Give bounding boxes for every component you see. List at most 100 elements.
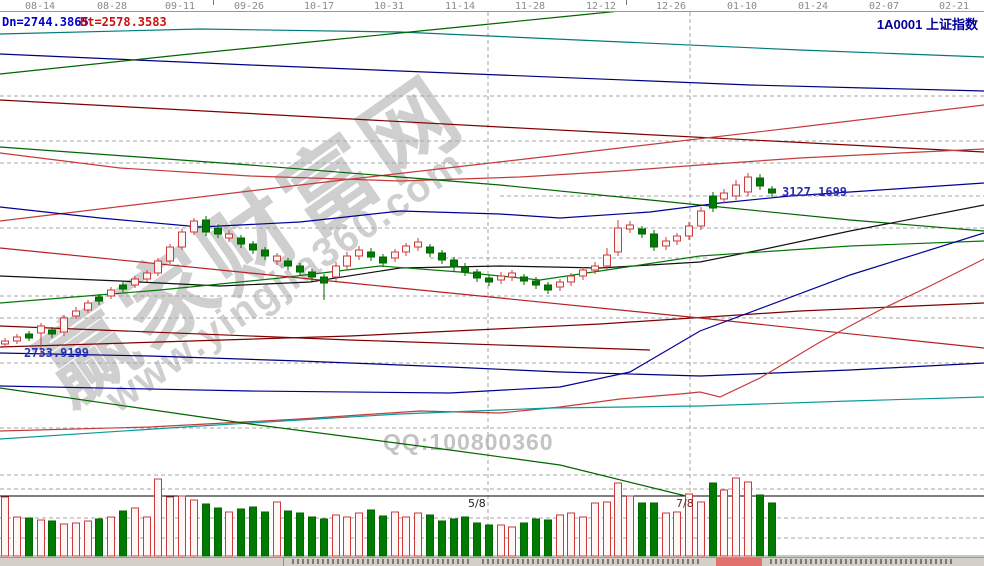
candle-body xyxy=(249,243,257,251)
volume-bar xyxy=(626,495,634,557)
candlesticks xyxy=(1,173,776,357)
green-ma xyxy=(0,240,984,304)
volume-bar xyxy=(567,512,575,557)
volume-bar xyxy=(48,520,56,557)
volume-bar xyxy=(154,478,162,557)
teal-top-ma xyxy=(0,28,984,58)
date-tick-label: 02-21 xyxy=(938,1,970,12)
navy-top-line xyxy=(0,53,984,92)
candle-body xyxy=(473,271,481,279)
candle-body xyxy=(60,317,68,333)
volume-bar xyxy=(296,512,304,557)
status-red-badge xyxy=(716,558,762,566)
candle-body xyxy=(603,254,611,267)
candle-body xyxy=(284,260,292,267)
candle-body xyxy=(544,284,552,291)
volume-bar xyxy=(768,502,776,557)
candle-body xyxy=(508,272,516,278)
green-long-trend xyxy=(0,387,691,498)
volume-bar xyxy=(638,502,646,557)
candle-body xyxy=(166,246,174,262)
volume-bar xyxy=(13,516,21,557)
status-text-clipped xyxy=(482,559,702,564)
volume-bar xyxy=(744,481,752,557)
candle-body xyxy=(379,256,387,264)
status-text-clipped xyxy=(292,559,472,564)
date-tick-label: 10-31 xyxy=(373,1,405,12)
volume-bar xyxy=(1,496,9,557)
candle-body xyxy=(13,336,21,342)
date-tick-label: 01-10 xyxy=(726,1,758,12)
candle-body xyxy=(72,310,80,317)
volume-bar xyxy=(579,516,587,557)
candle-body xyxy=(638,228,646,235)
latest-price-label: 3127.1699 xyxy=(782,185,848,199)
candle-body xyxy=(332,265,340,278)
volume-bar xyxy=(614,482,622,557)
volume-bar xyxy=(95,518,103,557)
candle-body xyxy=(485,277,493,283)
status-text-clipped xyxy=(770,559,955,564)
candle-body xyxy=(1,340,9,345)
candle-body xyxy=(273,255,281,262)
status-bar-left-panel xyxy=(0,558,284,566)
trendlines-and-mas xyxy=(0,1,984,498)
crimson-lower-ma xyxy=(0,258,984,432)
volume-bar xyxy=(473,522,481,557)
volume-bar xyxy=(214,507,222,557)
candle-body xyxy=(497,275,505,281)
candle-body xyxy=(591,265,599,271)
candle-body xyxy=(131,278,139,286)
candle-body xyxy=(190,220,198,233)
maroon-short-trend xyxy=(0,325,651,351)
axis-tick-mark xyxy=(213,0,214,5)
green-rising-trend xyxy=(0,1,701,75)
candle-body xyxy=(367,251,375,258)
volume-bar xyxy=(426,514,434,557)
volume-bar xyxy=(461,516,469,557)
candle-body xyxy=(225,233,233,239)
candle-body xyxy=(756,177,764,187)
red-falling-trend xyxy=(0,247,984,349)
navy-fast-ma xyxy=(0,232,984,394)
gridlines-vertical xyxy=(487,12,691,556)
candle-body xyxy=(579,269,587,277)
volume-bar xyxy=(320,518,328,557)
volume-bar xyxy=(284,510,292,557)
murrey-line-label: 5/8 xyxy=(468,497,486,510)
volume-bar xyxy=(603,501,611,557)
volume-bar xyxy=(343,516,351,557)
candle-body xyxy=(532,280,540,286)
date-tick-label: 09-11 xyxy=(164,1,196,12)
candle-body xyxy=(673,235,681,242)
candle-body xyxy=(720,192,728,200)
volume-bar xyxy=(166,496,174,557)
candle-body xyxy=(685,225,693,237)
candle-body xyxy=(626,224,634,230)
candle-body xyxy=(107,289,115,297)
candle-body xyxy=(461,266,469,273)
candle-body xyxy=(709,195,717,209)
axis-tick-mark xyxy=(626,0,627,5)
volume-bar xyxy=(332,514,340,557)
volume-bar xyxy=(709,482,717,557)
volume-bar xyxy=(25,517,33,557)
support-price-label: 2733.9199 xyxy=(24,346,90,360)
volume-bar xyxy=(508,526,516,557)
symbol-title: 1A0001 上证指数 xyxy=(876,17,978,32)
date-tick-label: 09-26 xyxy=(233,1,265,12)
candle-body xyxy=(37,325,45,334)
date-tick-label: 01-24 xyxy=(797,1,829,12)
candle-body xyxy=(768,188,776,194)
volume-bar xyxy=(273,501,281,557)
candle-body xyxy=(308,271,316,278)
date-tick-label: 11-14 xyxy=(444,1,476,12)
volume-bar xyxy=(355,512,363,557)
candle-body xyxy=(154,260,162,274)
volume-bar xyxy=(261,511,269,557)
volume-bar xyxy=(673,511,681,557)
candle-body xyxy=(614,227,622,253)
volume-bar xyxy=(308,516,316,557)
bt-indicator-label: Bt=2578.3583 xyxy=(80,15,167,29)
